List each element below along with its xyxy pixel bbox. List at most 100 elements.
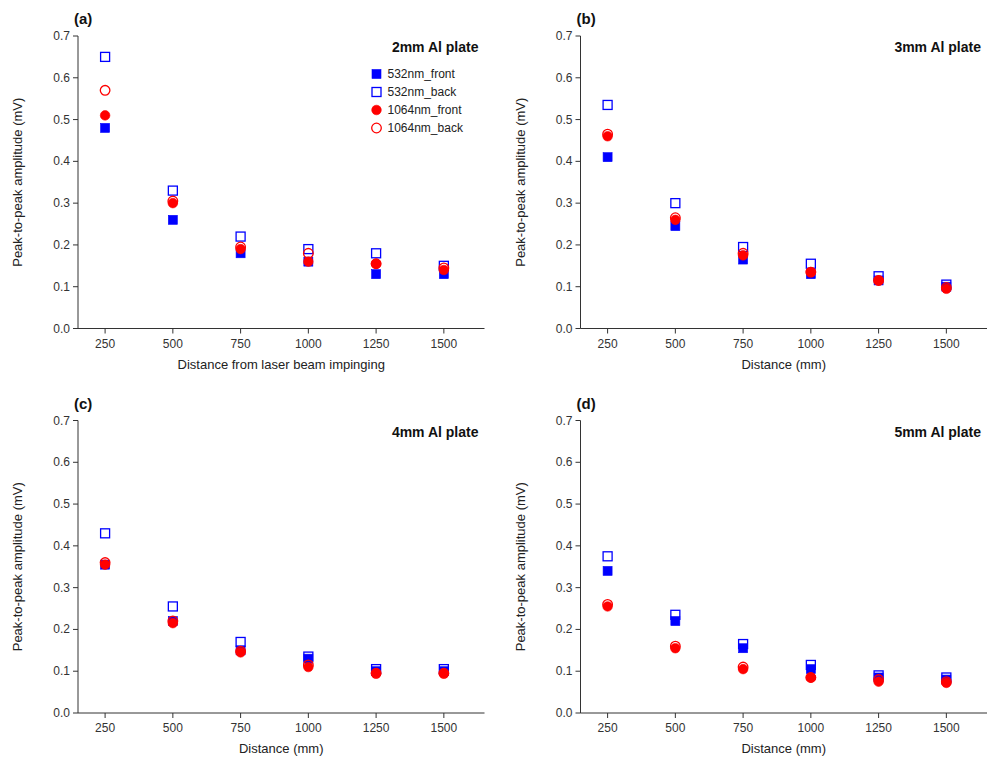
series [603,602,951,688]
x-axis-label: Distance (mm) [741,357,826,372]
x-tick-label: 500 [665,721,685,735]
y-tick [576,244,581,245]
y-axis-line [580,36,581,329]
panel-title: 5mm Al plate [894,424,981,440]
x-axis-label: Distance from laser beam impinging [178,357,385,372]
x-tick [308,329,309,334]
y-tick [73,36,78,37]
point [236,242,246,252]
y-tick [73,161,78,162]
y-tick-label: 0.6 [556,455,573,469]
panel-label: (d) [577,395,596,412]
point [603,153,612,162]
panel-label: (a) [74,10,92,27]
point [671,610,680,619]
point [738,662,748,672]
x-tick-label: 1000 [797,721,824,735]
figure: 2505007501000125015000.00.10.20.30.40.50… [0,0,1005,769]
point [236,637,245,646]
point [101,123,110,132]
x-tick [105,713,106,718]
x-tick-label: 750 [733,337,753,351]
point [371,259,381,269]
series [603,153,951,292]
point [100,111,110,121]
point [739,640,748,649]
x-tick-label: 1500 [430,721,457,735]
y-tick-label: 0.2 [53,238,70,252]
legend-symbol [372,70,381,79]
point [371,669,381,679]
y-tick [576,420,581,421]
y-tick-label: 0.2 [53,622,70,636]
y-tick [576,504,581,505]
point [100,86,110,96]
point [874,276,883,285]
y-tick [73,328,78,329]
point [168,616,178,626]
point [304,248,314,258]
y-tick [73,629,78,630]
y-tick-label: 0.3 [53,581,70,595]
y-tick-label: 0.1 [53,280,70,294]
panel-label: (b) [577,10,596,27]
y-tick [576,119,581,120]
x-tick-label: 750 [231,337,251,351]
x-tick [105,329,106,334]
panel-label: (c) [74,395,92,412]
y-tick [576,328,581,329]
point [371,669,381,679]
point [603,129,613,139]
panel: 2505007501000125015000.00.10.20.30.40.50… [513,10,988,372]
y-tick-label: 0.0 [53,322,70,336]
y-tick [73,77,78,78]
x-tick [743,713,744,718]
x-tick [675,713,676,718]
point [603,552,612,561]
y-tick-label: 0.5 [556,497,573,511]
y-axis-label: Peak-to-peak amplitude (mV) [513,98,528,267]
legend-label: 532nm_front [388,67,456,81]
y-tick [576,671,581,672]
marks [100,529,448,678]
panel: 2505007501000125015000.00.10.20.30.40.50… [10,10,485,372]
x-tick [946,713,947,718]
y-tick [73,203,78,204]
legend: 532nm_front532nm_back1064nm_front1064nm_… [372,67,464,135]
y-tick [576,203,581,204]
y-tick-label: 0.2 [556,622,573,636]
series [603,131,951,293]
x-tick-label: 250 [95,337,115,351]
x-tick [810,329,811,334]
x-tick-label: 500 [163,721,183,735]
x-tick [607,713,608,718]
y-tick-label: 0.7 [53,29,70,43]
y-tick-label: 0.3 [53,196,70,210]
x-tick-label: 250 [95,721,115,735]
y-tick-label: 0.2 [556,238,573,252]
y-tick [576,77,581,78]
x-axis-line [78,713,485,714]
x-tick [172,329,173,334]
series [100,558,448,678]
x-tick [810,713,811,718]
point [942,283,952,293]
x-tick-label: 500 [163,337,183,351]
x-tick-label: 1000 [295,721,322,735]
x-tick-label: 1500 [933,337,960,351]
y-tick-label: 0.4 [556,154,573,168]
x-tick [172,713,173,718]
point [603,600,613,610]
point [101,52,110,61]
series [603,100,951,289]
point [806,267,816,277]
panel-title: 2mm Al plate [392,39,479,55]
marks [603,552,951,688]
y-tick [576,161,581,162]
point [603,566,612,575]
y-axis-line [78,36,79,329]
legend-label: 1064nm_front [388,103,463,117]
point [439,263,449,273]
point [806,673,816,683]
point [806,660,815,669]
